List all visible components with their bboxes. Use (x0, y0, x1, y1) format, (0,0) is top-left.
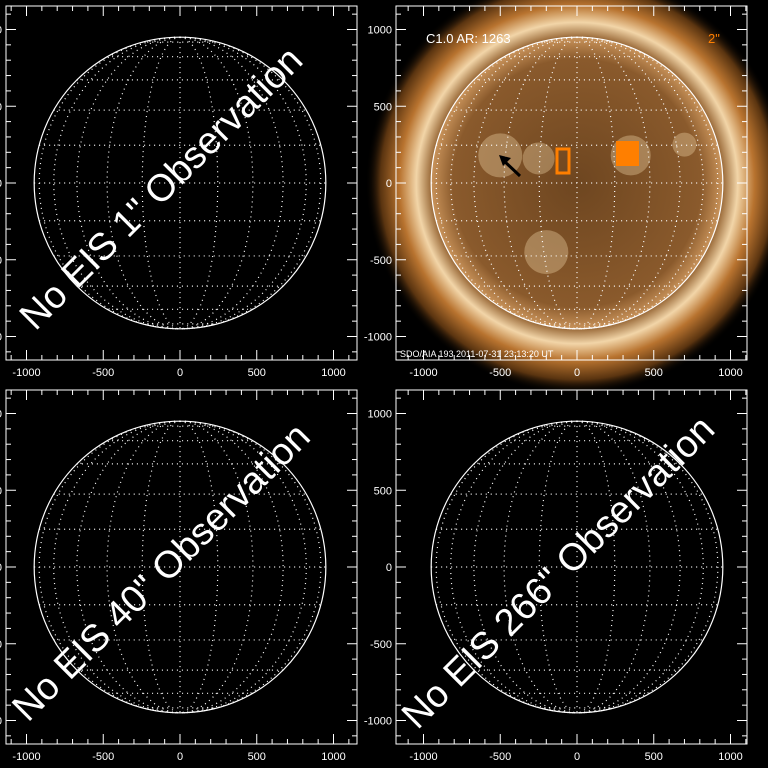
eis-fov-filled (616, 141, 639, 166)
x-tick-label: 1000 (321, 751, 345, 763)
longitude-line (576, 36, 681, 330)
no-observation-label: No EIS 40" Observation (4, 415, 318, 729)
y-tick-label: 1000 (0, 25, 2, 37)
no-observation-label: No EIS 1" Observation (12, 39, 311, 338)
y-tick-label: 500 (374, 485, 392, 497)
x-tick-label: 1000 (718, 367, 742, 379)
x-tick-label: 1000 (718, 751, 742, 763)
longitude-line (435, 36, 578, 330)
y-tick-label: 1000 (0, 409, 2, 421)
x-tick-label: 500 (248, 751, 266, 763)
y-tick-label: -500 (0, 255, 2, 267)
longitude-line (576, 36, 719, 330)
longitude-line (179, 420, 322, 714)
longitude-line (38, 36, 181, 330)
panel-aia: -1000 -500 0 500 1000 1000 500 0 -500 -1000 C1.0 A… (364, 0, 768, 395)
y-tick-label: 500 (0, 485, 2, 497)
x-tick-label: 0 (177, 367, 183, 379)
longitude-line (179, 36, 322, 330)
y-tick-label: -500 (0, 639, 2, 651)
active-region (522, 142, 555, 175)
y-tick-label: -1000 (364, 716, 392, 728)
flare-ar-label: C1.0 AR: 1263 (426, 31, 511, 46)
arrow-head-icon (499, 155, 511, 166)
heliographic-grid (431, 36, 723, 330)
x-tick-label: -500 (489, 367, 511, 379)
active-region (672, 132, 697, 157)
slit-width-label: 2" (708, 31, 720, 46)
no-observation-label: No EIS 266" Observation (394, 408, 723, 737)
longitude-line (76, 36, 181, 330)
eis-fov-outline (555, 147, 571, 175)
heliographic-grid (34, 420, 326, 714)
y-tick-label: 0 (386, 562, 392, 574)
y-tick-label: 0 (0, 178, 2, 190)
x-tick-label: -500 (489, 751, 511, 763)
y-tick-label: -1000 (364, 332, 392, 344)
x-tick-label: 0 (574, 367, 580, 379)
x-tick-label: 500 (248, 367, 266, 379)
x-tick-label: -1000 (12, 367, 40, 379)
y-tick-label: 1000 (368, 409, 392, 421)
x-tick-label: 500 (645, 367, 663, 379)
y-tick-label: 500 (374, 101, 392, 113)
x-tick-label: 0 (177, 751, 183, 763)
y-tick-label: -500 (370, 255, 392, 267)
y-tick-label: 1000 (368, 25, 392, 37)
y-tick-label: -1000 (0, 716, 2, 728)
x-tick-label: -500 (92, 751, 114, 763)
x-tick-label: -1000 (409, 751, 437, 763)
y-tick-label: -500 (370, 639, 392, 651)
x-tick-label: 500 (645, 751, 663, 763)
x-tick-label: -500 (92, 367, 114, 379)
y-tick-label: -1000 (0, 332, 2, 344)
instrument-caption: SDO/AIA 193 2011-07-31 23:13:20 UT (400, 349, 554, 359)
longitude-line (38, 420, 181, 714)
heliographic-grid (431, 420, 723, 714)
y-tick-label: 500 (0, 101, 2, 113)
x-tick-label: -1000 (12, 751, 40, 763)
longitude-line (473, 36, 578, 330)
heliographic-grid (34, 36, 326, 330)
longitude-line (576, 420, 719, 714)
longitude-line (435, 420, 578, 714)
y-tick-label: 0 (0, 562, 2, 574)
active-region (524, 230, 569, 275)
x-tick-label: 1000 (321, 367, 345, 379)
longitude-line (179, 36, 284, 330)
panel-eis-1: -1000 -500 0 500 1000 1000 500 0 -500 -1000 No EIS… (0, 5, 358, 379)
x-tick-label: 0 (574, 751, 580, 763)
x-tick-label: -1000 (409, 367, 437, 379)
y-tick-label: 0 (386, 178, 392, 190)
